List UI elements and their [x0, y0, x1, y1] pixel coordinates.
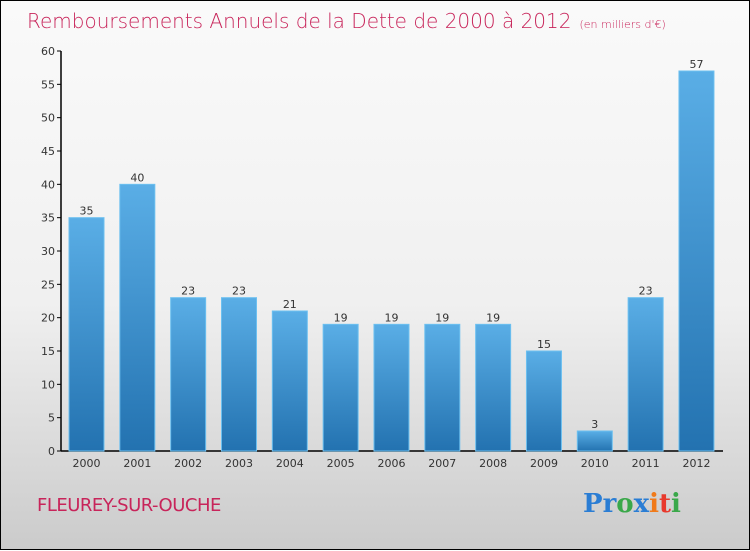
- bar-2006: [373, 323, 410, 452]
- logo-letter: i: [671, 489, 681, 519]
- bar-2012: [678, 70, 715, 452]
- logo-letter: P: [583, 489, 603, 519]
- bar-2001: [119, 183, 156, 452]
- bar-2007: [424, 323, 461, 452]
- data-label-2006: 19: [384, 311, 398, 324]
- x-tick-label: 2006: [377, 457, 405, 470]
- x-tick-label: 2008: [479, 457, 507, 470]
- logo-letter: t: [659, 489, 672, 519]
- x-tick-label: 2011: [632, 457, 660, 470]
- y-tick-label: 55: [41, 78, 55, 91]
- data-label-2010: 3: [591, 418, 598, 431]
- y-tick-label: 45: [41, 145, 55, 158]
- proxiti-logo[interactable]: Proxiti: [583, 489, 681, 519]
- data-label-2003: 23: [232, 285, 246, 298]
- bar-2004: [271, 310, 308, 452]
- y-tick-label: 0: [48, 445, 55, 458]
- title-text: Remboursements Annuels de la Dette de 20…: [27, 9, 572, 33]
- bar-2009: [525, 350, 562, 452]
- y-tick-label: 30: [41, 245, 55, 258]
- bar-2002: [170, 297, 207, 452]
- y-tick-label: 20: [41, 312, 55, 325]
- data-label-2005: 19: [334, 311, 348, 324]
- logo-letter: i: [649, 489, 660, 519]
- x-tick-label: 2004: [276, 457, 304, 470]
- bar-2010: [576, 430, 613, 452]
- y-tick-label: 25: [41, 278, 55, 291]
- data-label-2009: 15: [537, 338, 551, 351]
- x-tick-label: 2003: [225, 457, 253, 470]
- x-tick-label: 2001: [123, 457, 151, 470]
- chart-title: Remboursements Annuels de la Dette de 20…: [27, 9, 666, 33]
- y-tick-label: 35: [41, 212, 55, 225]
- bar-2011: [627, 297, 664, 452]
- x-tick-label: 2010: [581, 457, 609, 470]
- data-label-2000: 35: [80, 205, 94, 218]
- logo-letter: x: [633, 489, 650, 519]
- y-tick-label: 5: [48, 412, 55, 425]
- y-tick-label: 50: [41, 112, 55, 125]
- bar-2003: [220, 297, 257, 452]
- logo-letter: r: [602, 489, 617, 519]
- data-label-2002: 23: [181, 285, 195, 298]
- x-tick-label: 2012: [682, 457, 710, 470]
- y-tick-label: 10: [41, 378, 55, 391]
- logo-letter: o: [616, 489, 634, 519]
- unit-label: (en milliers d'€): [579, 18, 666, 31]
- bar-2005: [322, 323, 359, 452]
- data-label-2004: 21: [283, 298, 297, 311]
- bar-2000: [68, 217, 105, 452]
- data-label-2008: 19: [486, 311, 500, 324]
- data-label-2001: 40: [130, 171, 144, 184]
- data-label-2007: 19: [435, 311, 449, 324]
- bar-2008: [475, 323, 512, 452]
- x-tick-label: 2007: [428, 457, 456, 470]
- x-tick-label: 2002: [174, 457, 202, 470]
- data-label-2012: 57: [689, 58, 703, 71]
- y-tick-label: 60: [41, 45, 55, 58]
- y-tick-label: 40: [41, 178, 55, 191]
- x-tick-label: 2005: [327, 457, 355, 470]
- x-tick-label: 2000: [73, 457, 101, 470]
- data-label-2011: 23: [639, 285, 653, 298]
- y-tick-label: 15: [41, 345, 55, 358]
- city-name: FLEUREY-SUR-OUCHE: [37, 495, 221, 516]
- x-tick-label: 2009: [530, 457, 558, 470]
